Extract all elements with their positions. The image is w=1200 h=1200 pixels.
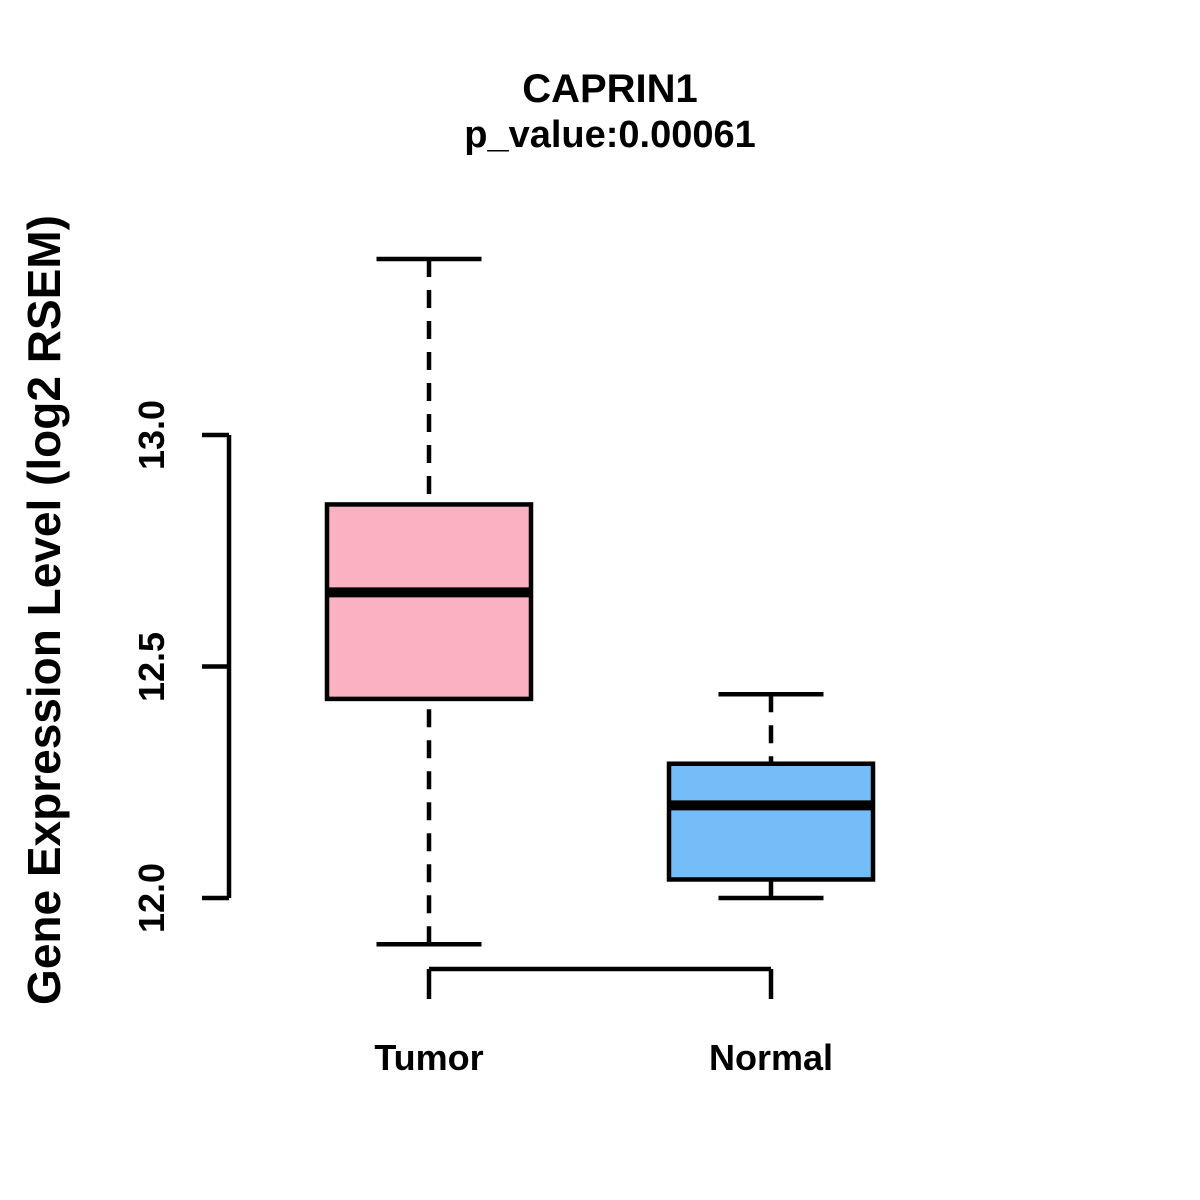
x-label-tumor: Tumor [374, 1037, 484, 1078]
chart-title: CAPRIN1 [522, 67, 698, 111]
box-tumor [324, 502, 534, 702]
x-label-normal: Normal [708, 1037, 834, 1078]
y-tick-label-12.0: 12.0 [131, 862, 172, 934]
y-tick-label-13.0: 13.0 [131, 399, 172, 471]
box-normal [666, 761, 876, 882]
chart-subtitle: p_value:0.00061 [464, 114, 756, 156]
chart-header: CAPRIN1 p_value:0.00061 [464, 66, 756, 158]
y-tick-label-12.5: 12.5 [131, 631, 172, 702]
